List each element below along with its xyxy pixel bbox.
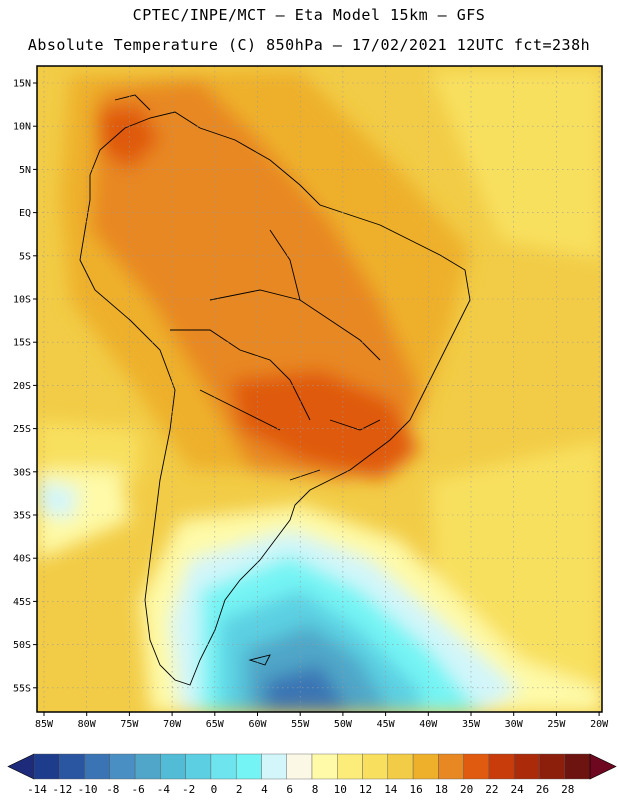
colorbar-swatch — [84, 753, 111, 780]
colorbar-swatch — [362, 753, 389, 780]
latitude-labels: 15N 10N 5N EQ 5S 10S 15S 20S 25S 30S 35S 40S 45S 50S 5… — [13, 79, 37, 694]
colorbar-swatch — [210, 753, 237, 780]
lat-label: EQ — [19, 208, 31, 219]
lon-label: 50W — [334, 719, 353, 730]
lat-label: 15N — [13, 79, 31, 90]
lat-label: 10N — [13, 122, 31, 133]
colorbar-swatch — [311, 753, 338, 780]
colorbar-swatch — [286, 753, 313, 780]
lon-label: 60W — [248, 719, 267, 730]
colorbar-swatch — [59, 753, 85, 780]
colorbar-label: 2 — [236, 783, 243, 796]
colorbar-label: 18 — [435, 783, 448, 796]
lon-label: 80W — [78, 719, 97, 730]
lat-label: 20S — [13, 381, 31, 392]
lat-label: 35S — [13, 511, 31, 522]
colorbar-swatch — [185, 753, 212, 780]
lon-label: 75W — [120, 719, 139, 730]
colorbar-high-arrow — [589, 753, 617, 780]
colorbar-label: 20 — [460, 783, 473, 796]
lat-label: 5S — [19, 251, 31, 262]
colorbar-swatch — [33, 753, 60, 780]
colorbar-label: -10 — [78, 783, 98, 796]
colorbar-swatch — [539, 753, 565, 780]
colorbar-low-arrow — [7, 753, 35, 780]
colorbar-label: -4 — [157, 783, 171, 796]
lat-label: 45S — [13, 597, 31, 608]
lat-label: 10S — [13, 295, 31, 306]
colorbar-label: 6 — [286, 783, 293, 796]
colorbar-swatch — [261, 753, 287, 780]
colorbar-label: 0 — [211, 783, 218, 796]
colorbar-swatch — [438, 753, 464, 780]
colorbar-swatch — [488, 753, 515, 780]
colorbar-label: 12 — [359, 783, 372, 796]
colorbar — [7, 753, 617, 780]
colorbar-label: -8 — [106, 783, 119, 796]
lon-label: 20W — [590, 719, 609, 730]
temperature-field — [37, 66, 602, 712]
colorbar-label: 22 — [485, 783, 498, 796]
lat-label: 30S — [13, 467, 31, 478]
colorbar-label: -6 — [131, 783, 144, 796]
lat-label: 25S — [13, 424, 31, 435]
lat-label: 5N — [19, 165, 31, 176]
colorbar-label: 14 — [384, 783, 398, 796]
colorbar-label: -12 — [52, 783, 72, 796]
colorbar-label: 16 — [409, 783, 422, 796]
colorbar-swatch — [235, 753, 262, 780]
lat-label: 50S — [13, 640, 31, 651]
colorbar-swatch — [463, 753, 490, 780]
colorbar-label: 28 — [561, 783, 574, 796]
colorbar-label: 24 — [511, 783, 525, 796]
colorbar-swatch — [513, 753, 540, 780]
colorbar-swatch — [412, 753, 439, 780]
lon-label: 40W — [419, 719, 438, 730]
lon-label: 25W — [547, 719, 566, 730]
lon-label: 30W — [505, 719, 524, 730]
colorbar-swatch — [134, 753, 161, 780]
colorbar-label: 4 — [261, 783, 268, 796]
lon-label: 85W — [35, 719, 54, 730]
lon-label: 70W — [163, 719, 182, 730]
lat-label: 55S — [13, 683, 31, 694]
colorbar-label: 8 — [312, 783, 319, 796]
lon-label: 45W — [377, 719, 396, 730]
map-frame — [36, 65, 603, 713]
colorbar-swatch — [387, 753, 414, 780]
colorbar-label: -2 — [182, 783, 195, 796]
lon-label: 65W — [206, 719, 225, 730]
colorbar-label: 10 — [334, 783, 347, 796]
colorbar-labels: -14 -12 -10 -8 -6 -4 -2 0 2 4 6 8 10 12 14 16 18 20 22 24 26… — [27, 783, 574, 796]
lat-label: 15S — [13, 338, 31, 349]
colorbar-label: 26 — [536, 783, 549, 796]
colorbar-swatch — [109, 753, 136, 780]
lat-label: 40S — [13, 554, 31, 565]
lon-label: 55W — [291, 719, 310, 730]
colorbar-swatch — [160, 753, 186, 780]
chart-title: CPTEC/INPE/MCT – Eta Model 15km – GFS — [132, 6, 486, 24]
colorbar-swatch — [564, 753, 591, 780]
graticule — [37, 66, 602, 712]
chart-subtitle: Absolute Temperature (C) 850hPa – 17/02/… — [27, 36, 591, 54]
colorbar-swatch — [337, 753, 363, 780]
lon-label: 35W — [462, 719, 481, 730]
colorbar-label: -14 — [27, 783, 47, 796]
longitude-labels: 85W 80W 75W 70W 65W 60W 55W 50W 45W 40W 35W 30W 25W 2… — [35, 712, 609, 730]
